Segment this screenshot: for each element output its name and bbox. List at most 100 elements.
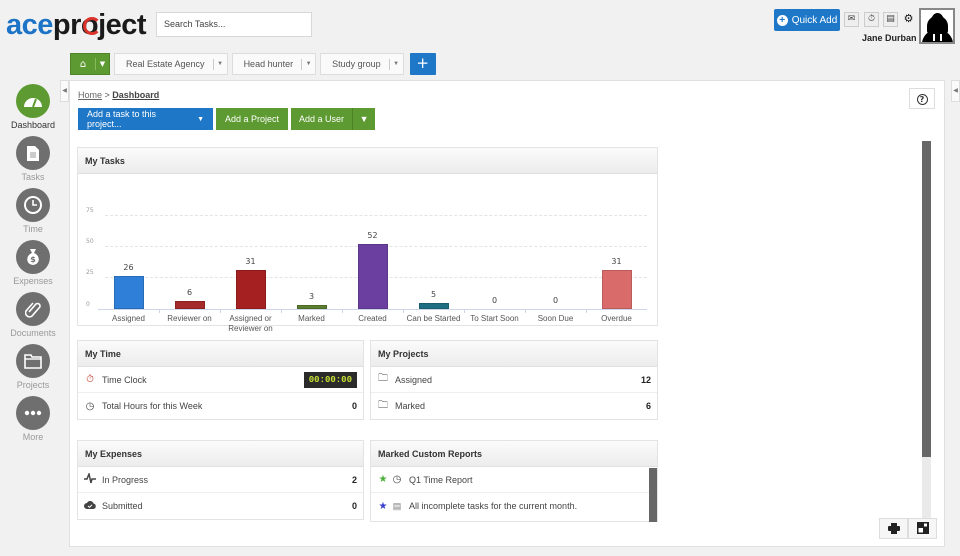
reports-scrollbar[interactable] <box>649 468 657 522</box>
help-icon: ? <box>916 94 928 105</box>
caret-down-icon: ▼ <box>197 115 204 123</box>
help-button[interactable]: ? <box>909 88 935 109</box>
collapse-sidebar-toggle[interactable]: ◀ <box>60 80 69 102</box>
star-icon[interactable]: ★ <box>378 500 388 512</box>
x-axis-label: Soon Due <box>537 314 574 323</box>
money-bag-icon: $ <box>16 240 50 274</box>
sidebar-item-projects[interactable]: Projects <box>0 344 66 390</box>
logo-refresh-o: o <box>80 9 102 41</box>
chevron-down-icon[interactable]: ▼ <box>217 61 224 67</box>
add-user-button-group: Add a User ▼ <box>291 108 376 130</box>
chevron-down-icon[interactable]: ▼ <box>99 60 106 68</box>
report-row[interactable]: ★ ▤ All incomplete tasks for the current… <box>378 500 578 512</box>
my-tasks-bar-chart: 75 50 25 0 26 Assigned 6 Reviewer on 31 Assig… <box>78 174 657 333</box>
notes-icon[interactable]: ▤ <box>883 12 898 27</box>
chevron-down-icon[interactable]: ▼ <box>305 61 312 67</box>
projects-marked-row[interactable]: 🗀 Marked 6 <box>371 393 657 419</box>
project-bar: ⌂ ▼ Real Estate Agency ▼ Head hunter ▼ S… <box>70 53 436 75</box>
svg-text:$: $ <box>30 255 36 264</box>
gear-icon[interactable]: ⚙ <box>903 12 914 25</box>
chart-bar[interactable] <box>235 270 266 309</box>
cloud-check-icon <box>84 500 96 512</box>
dashboard-icon <box>16 84 50 118</box>
expenses-in-progress-row[interactable]: In Progress 2 <box>78 467 363 493</box>
marked-custom-reports-panel: Marked Custom Reports ★ ◷ Q1 Time Report… <box>370 440 658 522</box>
project-tab-real-estate-agency[interactable]: Real Estate Agency ▼ <box>114 53 228 75</box>
project-tab-study-group[interactable]: Study group ▼ <box>320 53 404 75</box>
bar-value-label: 0 <box>491 296 498 305</box>
chart-bar[interactable] <box>113 276 144 309</box>
bottom-toolbar <box>879 518 937 539</box>
x-axis-label: Assigned or Reviewer on <box>228 314 273 333</box>
chevron-down-icon[interactable]: ▼ <box>393 61 400 67</box>
aceproject-logo[interactable]: aceproject <box>6 9 147 41</box>
sidebar-item-tasks[interactable]: Tasks <box>0 136 66 182</box>
more-icon <box>16 396 50 430</box>
chart-bar[interactable] <box>174 301 205 309</box>
add-user-dropdown-toggle[interactable]: ▼ <box>352 108 375 130</box>
stopwatch-icon[interactable]: ⏱ <box>864 12 879 27</box>
search-tasks-input[interactable]: Search Tasks... <box>156 12 312 37</box>
add-task-button[interactable]: Add a task to this project... ▼ <box>78 108 213 130</box>
main-content: Home > Dashboard ? Add a task to this pr… <box>69 80 945 547</box>
sidebar-item-documents[interactable]: Documents <box>0 292 66 338</box>
chart-bar[interactable] <box>418 302 449 309</box>
collapse-right-panel-toggle[interactable]: ◀ <box>951 80 960 102</box>
scrollbar-thumb[interactable] <box>922 141 931 457</box>
sidebar-item-time[interactable]: Time <box>0 188 66 234</box>
print-button[interactable] <box>879 518 908 539</box>
my-expenses-panel: My Expenses In Progress 2 Submitted 0 <box>77 440 364 520</box>
x-axis-label: To Start Soon <box>470 314 519 323</box>
sidebar-item-expenses[interactable]: $ Expenses <box>0 240 66 286</box>
sidebar-item-dashboard[interactable]: Dashboard <box>0 84 66 130</box>
x-axis-label: Assigned <box>112 314 145 323</box>
breadcrumb-current[interactable]: Dashboard <box>112 90 160 100</box>
time-clock-display[interactable]: 00:00:00 <box>303 371 357 388</box>
add-project-button[interactable]: Add a Project <box>216 108 289 130</box>
chart-bar[interactable] <box>357 243 388 309</box>
home-icon: ⌂ <box>79 58 87 70</box>
folder-icon <box>16 344 50 378</box>
action-bar: Add a task to this project... ▼ Add a Pr… <box>78 108 376 130</box>
stopwatch-icon: ⏱ <box>86 374 94 385</box>
task-report-icon: ▤ <box>392 500 402 511</box>
bar-value-label: 31 <box>245 257 256 267</box>
bar-value-label: 3 <box>308 292 315 302</box>
total-hours-row[interactable]: ◷ Total Hours for this Week 0 <box>85 400 357 412</box>
project-tab-head-hunter[interactable]: Head hunter ▼ <box>231 53 317 75</box>
avatar[interactable] <box>919 8 955 44</box>
x-axis-label: Marked <box>298 314 325 323</box>
quick-add-button[interactable]: + Quick Add <box>774 9 840 31</box>
star-icon[interactable]: ★ <box>378 474 388 485</box>
x-axis-label: Created <box>358 314 387 323</box>
bar-value-label: 6 <box>186 288 193 298</box>
bar-value-label: 26 <box>123 263 134 273</box>
add-user-button[interactable]: Add a User <box>299 114 345 124</box>
report-row[interactable]: ★ ◷ Q1 Time Report <box>371 467 657 493</box>
x-axis-label: Overdue <box>601 314 632 323</box>
top-bar: aceproject Search Tasks... + Quick Add ✉… <box>0 0 960 48</box>
clock-icon <box>16 188 50 222</box>
panel-title: My Tasks <box>78 148 657 174</box>
bar-value-label: 52 <box>367 230 378 240</box>
add-project-tab-button[interactable]: + <box>409 53 436 75</box>
bar-value-label: 31 <box>611 257 622 267</box>
breadcrumb: Home > Dashboard <box>78 90 160 100</box>
paperclip-icon <box>16 292 50 326</box>
home-project-button[interactable]: ⌂ ▼ <box>70 53 110 75</box>
sidebar-item-more[interactable]: More <box>0 396 66 442</box>
projects-assigned-row[interactable]: 🗀 Assigned 12 <box>371 367 657 393</box>
user-name[interactable]: Jane Durban <box>862 33 917 43</box>
mail-icon[interactable]: ✉ <box>844 12 859 27</box>
chart-bar[interactable] <box>601 270 632 309</box>
layout-toggle-button[interactable] <box>908 518 937 539</box>
time-clock-row[interactable]: ⏱ Time Clock 00:00:00 <box>78 367 363 393</box>
my-projects-panel: My Projects 🗀 Assigned 12 🗀 Marked 6 <box>370 340 658 420</box>
chart-bar[interactable] <box>296 305 327 309</box>
expenses-submitted-row[interactable]: Submitted 0 <box>78 493 363 519</box>
tasks-icon <box>16 136 50 170</box>
breadcrumb-home-link[interactable]: Home <box>78 90 103 100</box>
folder-check-icon: 🗀 <box>378 373 388 384</box>
my-tasks-panel: My Tasks 75 50 25 0 26 Assigned 6 Reviewer … <box>77 147 658 333</box>
main-scrollbar[interactable] <box>922 141 931 521</box>
